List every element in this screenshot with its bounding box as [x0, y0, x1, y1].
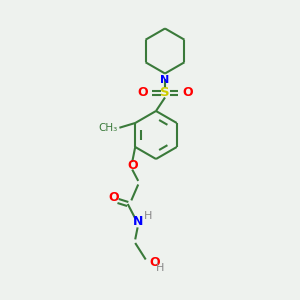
Text: H: H: [144, 211, 152, 221]
Text: O: O: [149, 256, 160, 269]
Text: O: O: [137, 86, 148, 100]
Text: O: O: [108, 190, 119, 204]
Text: O: O: [182, 86, 193, 100]
Text: N: N: [160, 75, 169, 85]
Text: O: O: [127, 158, 137, 172]
Text: S: S: [160, 86, 170, 100]
Text: CH₃: CH₃: [99, 123, 118, 133]
Text: H: H: [156, 263, 164, 273]
Text: N: N: [133, 215, 143, 228]
